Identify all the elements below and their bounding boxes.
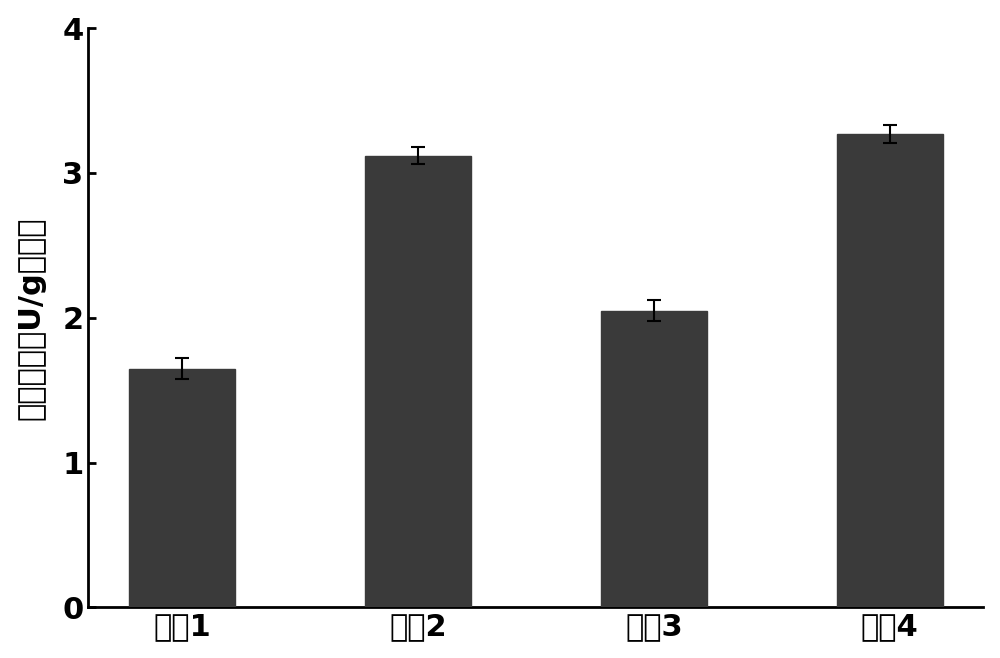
Bar [129,368,235,607]
Bar [837,134,943,607]
Y-axis label: 漆酶活性（U/g干土）: 漆酶活性（U/g干土） [17,216,46,420]
Bar [365,155,471,607]
Bar [601,311,707,607]
